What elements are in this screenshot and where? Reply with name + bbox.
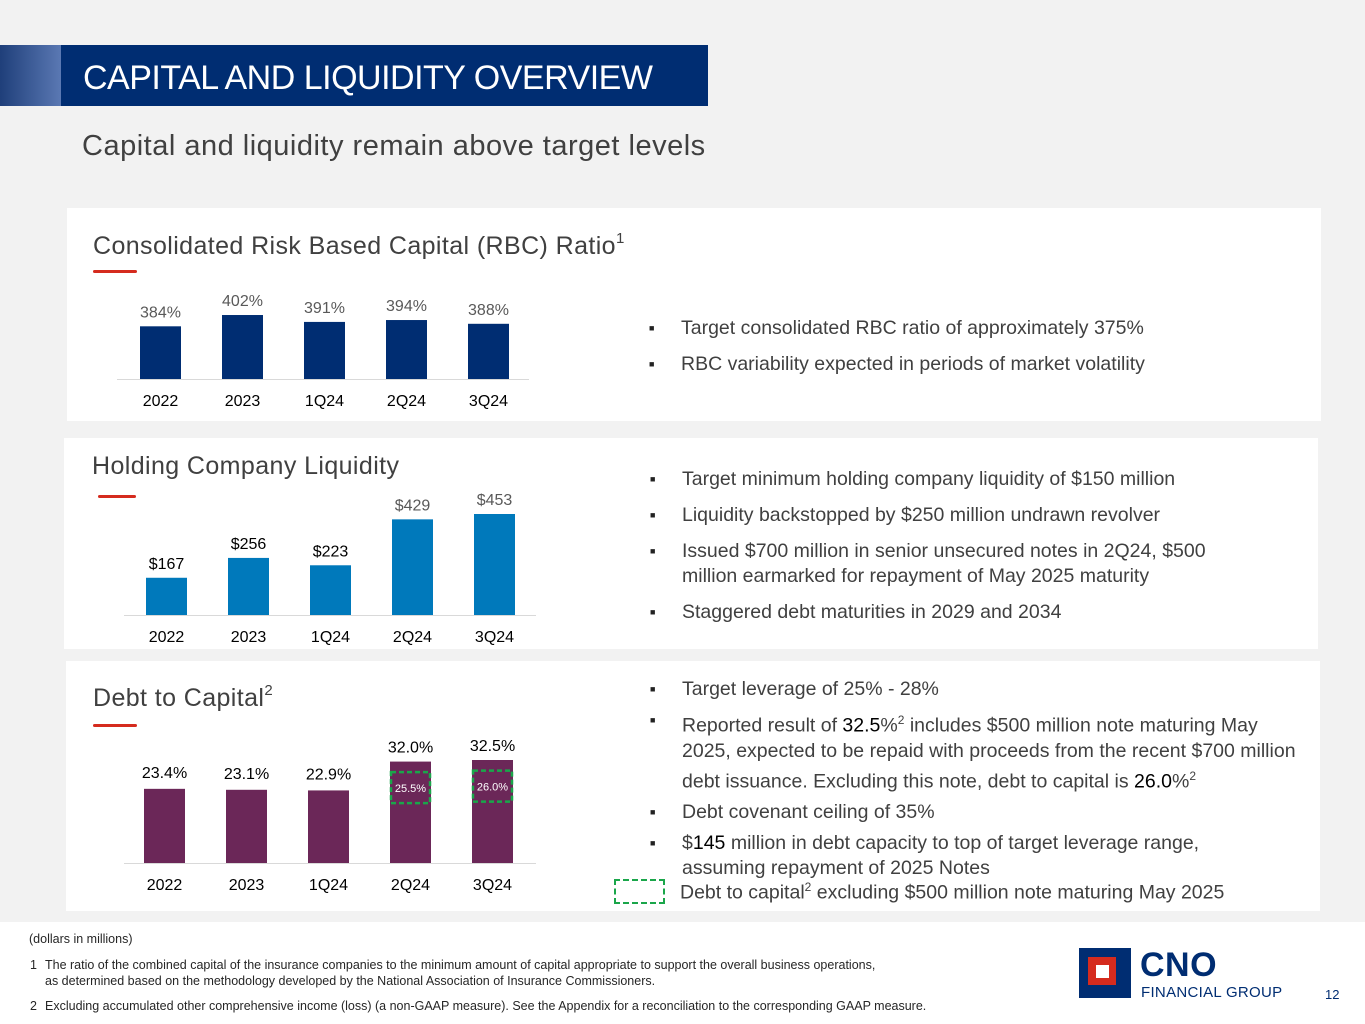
- debt-panel: Debt to Capital2 23.4% 2022 23.1% 2023 22.9%…: [66, 661, 1320, 911]
- rbc-title: Consolidated Risk Based Capital (RBC) Ra…: [93, 230, 625, 260]
- liquidity-bullet: Staggered debt maturities in 2029 and 20…: [648, 600, 1268, 625]
- bar-rbc-2022: [140, 326, 181, 379]
- data-label: $167: [149, 556, 185, 573]
- debt-title-rule: [93, 724, 137, 727]
- excluding-note-label: 25.5%: [395, 783, 426, 795]
- data-label: $256: [231, 536, 267, 553]
- bar-liquidity-2Q24: [392, 519, 433, 615]
- data-label: 394%: [386, 298, 427, 315]
- data-label: 402%: [222, 293, 263, 310]
- data-label: 32.0%: [388, 740, 433, 757]
- excluding-note-legend-swatch: [614, 879, 665, 904]
- liquidity-title-rule: [98, 495, 136, 498]
- excluding-note-legend-label: Debt to capital2 excluding $500 million …: [680, 880, 1225, 904]
- debt-bullets: Target leverage of 25% - 28% Reported re…: [648, 677, 1298, 881]
- bar-rbc-2023: [222, 315, 263, 379]
- excluding-note-box: [471, 769, 514, 803]
- data-label: 23.4%: [142, 765, 187, 782]
- liquidity-bullet: Target minimum holding company liquidity…: [648, 467, 1268, 492]
- liquidity-title: Holding Company Liquidity: [92, 452, 400, 480]
- cno-logo-icon: [1079, 948, 1131, 998]
- tick-label: 1Q24: [311, 629, 350, 646]
- logo-subtitle: FINANCIAL GROUP: [1141, 984, 1283, 1001]
- bar-debt-2Q24: [390, 761, 431, 863]
- tick-label: 1Q24: [309, 877, 348, 894]
- bar-rbc-2Q24: [386, 320, 427, 379]
- bar-debt-2023: [226, 789, 267, 863]
- title-bar: CAPITAL AND LIQUIDITY OVERVIEW: [61, 45, 708, 106]
- excluding-note-label: 26.0%: [477, 782, 508, 794]
- bar-liquidity-3Q24: [474, 514, 515, 615]
- data-label: 32.5%: [470, 738, 515, 755]
- footnote-1-line-2: as determined based on the methodology d…: [45, 974, 656, 988]
- liquidity-chart: $167 2022 $256 2023 $223 1Q24 $429 2Q24 $453 3Q24: [124, 492, 536, 646]
- bar-liquidity-2023: [228, 557, 269, 615]
- data-label: $453: [477, 492, 513, 509]
- debt-bullet: Reported result of 32.5%2 includes $500 …: [648, 708, 1298, 794]
- debt-bullet: $145 million in debt capacity to top of …: [648, 831, 1242, 881]
- bar-debt-1Q24: [308, 790, 349, 863]
- liquidity-panel: Holding Company Liquidity $167 2022 $256 20…: [64, 438, 1318, 649]
- debt-bullet: Debt covenant ceiling of 35%: [648, 800, 1298, 825]
- tick-label: 1Q24: [305, 393, 344, 410]
- data-label: 391%: [304, 300, 345, 317]
- excluding-note-box: [389, 770, 432, 805]
- debt-bullet: Target leverage of 25% - 28%: [648, 677, 1298, 702]
- footnote-2: Excluding accumulated other comprehensiv…: [45, 999, 927, 1013]
- tick-label: 3Q24: [475, 629, 514, 646]
- liquidity-bullet: Liquidity backstopped by $250 million un…: [648, 503, 1268, 528]
- logo-name: CNO: [1140, 946, 1218, 984]
- data-label: 22.9%: [306, 766, 351, 783]
- rbc-bullet: Target consolidated RBC ratio of approxi…: [647, 316, 1287, 341]
- data-label: 384%: [140, 304, 181, 321]
- debt-title: Debt to Capital2: [93, 682, 274, 712]
- title-bar-accent: [0, 45, 61, 106]
- rbc-title-rule: [93, 270, 137, 273]
- bar-debt-2022: [144, 788, 185, 863]
- data-label: 23.1%: [224, 766, 269, 783]
- tick-label: 2Q24: [391, 877, 430, 894]
- footnote-1-line-1: The ratio of the combined capital of the…: [45, 958, 876, 972]
- tick-label: 3Q24: [469, 393, 508, 410]
- tick-label: 2Q24: [393, 629, 432, 646]
- debt-chart: 23.4% 2022 23.1% 2023 22.9% 1Q24 32.0% 2Q24 25.5…: [124, 738, 536, 894]
- liquidity-bullets: Target minimum holding company liquidity…: [648, 467, 1268, 625]
- tick-label: 2022: [147, 877, 183, 894]
- liquidity-bullet: Issued $700 million in senior unsecured …: [648, 539, 1242, 589]
- units-note: (dollars in millions): [29, 932, 133, 946]
- footnote-1-number: 1: [30, 958, 37, 972]
- tick-label: 3Q24: [473, 877, 512, 894]
- tick-label: 2022: [149, 629, 185, 646]
- page-number: 12: [1325, 987, 1340, 1002]
- bar-rbc-1Q24: [304, 321, 345, 379]
- data-label: 388%: [468, 302, 509, 319]
- bar-rbc-3Q24: [468, 323, 509, 379]
- footnote-2-number: 2: [30, 999, 37, 1013]
- tick-label: 2023: [231, 629, 267, 646]
- data-label: $223: [313, 543, 349, 560]
- tick-label: 2023: [229, 877, 265, 894]
- bar-liquidity-2022: [146, 577, 187, 615]
- rbc-bullets: Target consolidated RBC ratio of approxi…: [647, 316, 1287, 377]
- tick-label: 2023: [225, 393, 261, 410]
- footer: (dollars in millions) 1 The ratio of the…: [0, 922, 1365, 1024]
- tick-label: 2Q24: [387, 393, 426, 410]
- tick-label: 2022: [143, 393, 179, 410]
- page-subtitle: Capital and liquidity remain above targe…: [82, 130, 706, 162]
- page-title: CAPITAL AND LIQUIDITY OVERVIEW: [83, 59, 653, 97]
- data-label: $429: [395, 497, 431, 514]
- rbc-chart: 384% 2022 402% 2023 391% 1Q24 394% 2Q24 388% 3Q24: [117, 293, 529, 410]
- rbc-bullet: RBC variability expected in periods of m…: [647, 352, 1287, 377]
- rbc-panel: Consolidated Risk Based Capital (RBC) Ra…: [67, 208, 1321, 421]
- bar-liquidity-1Q24: [310, 565, 351, 615]
- bar-debt-3Q24: [472, 760, 513, 863]
